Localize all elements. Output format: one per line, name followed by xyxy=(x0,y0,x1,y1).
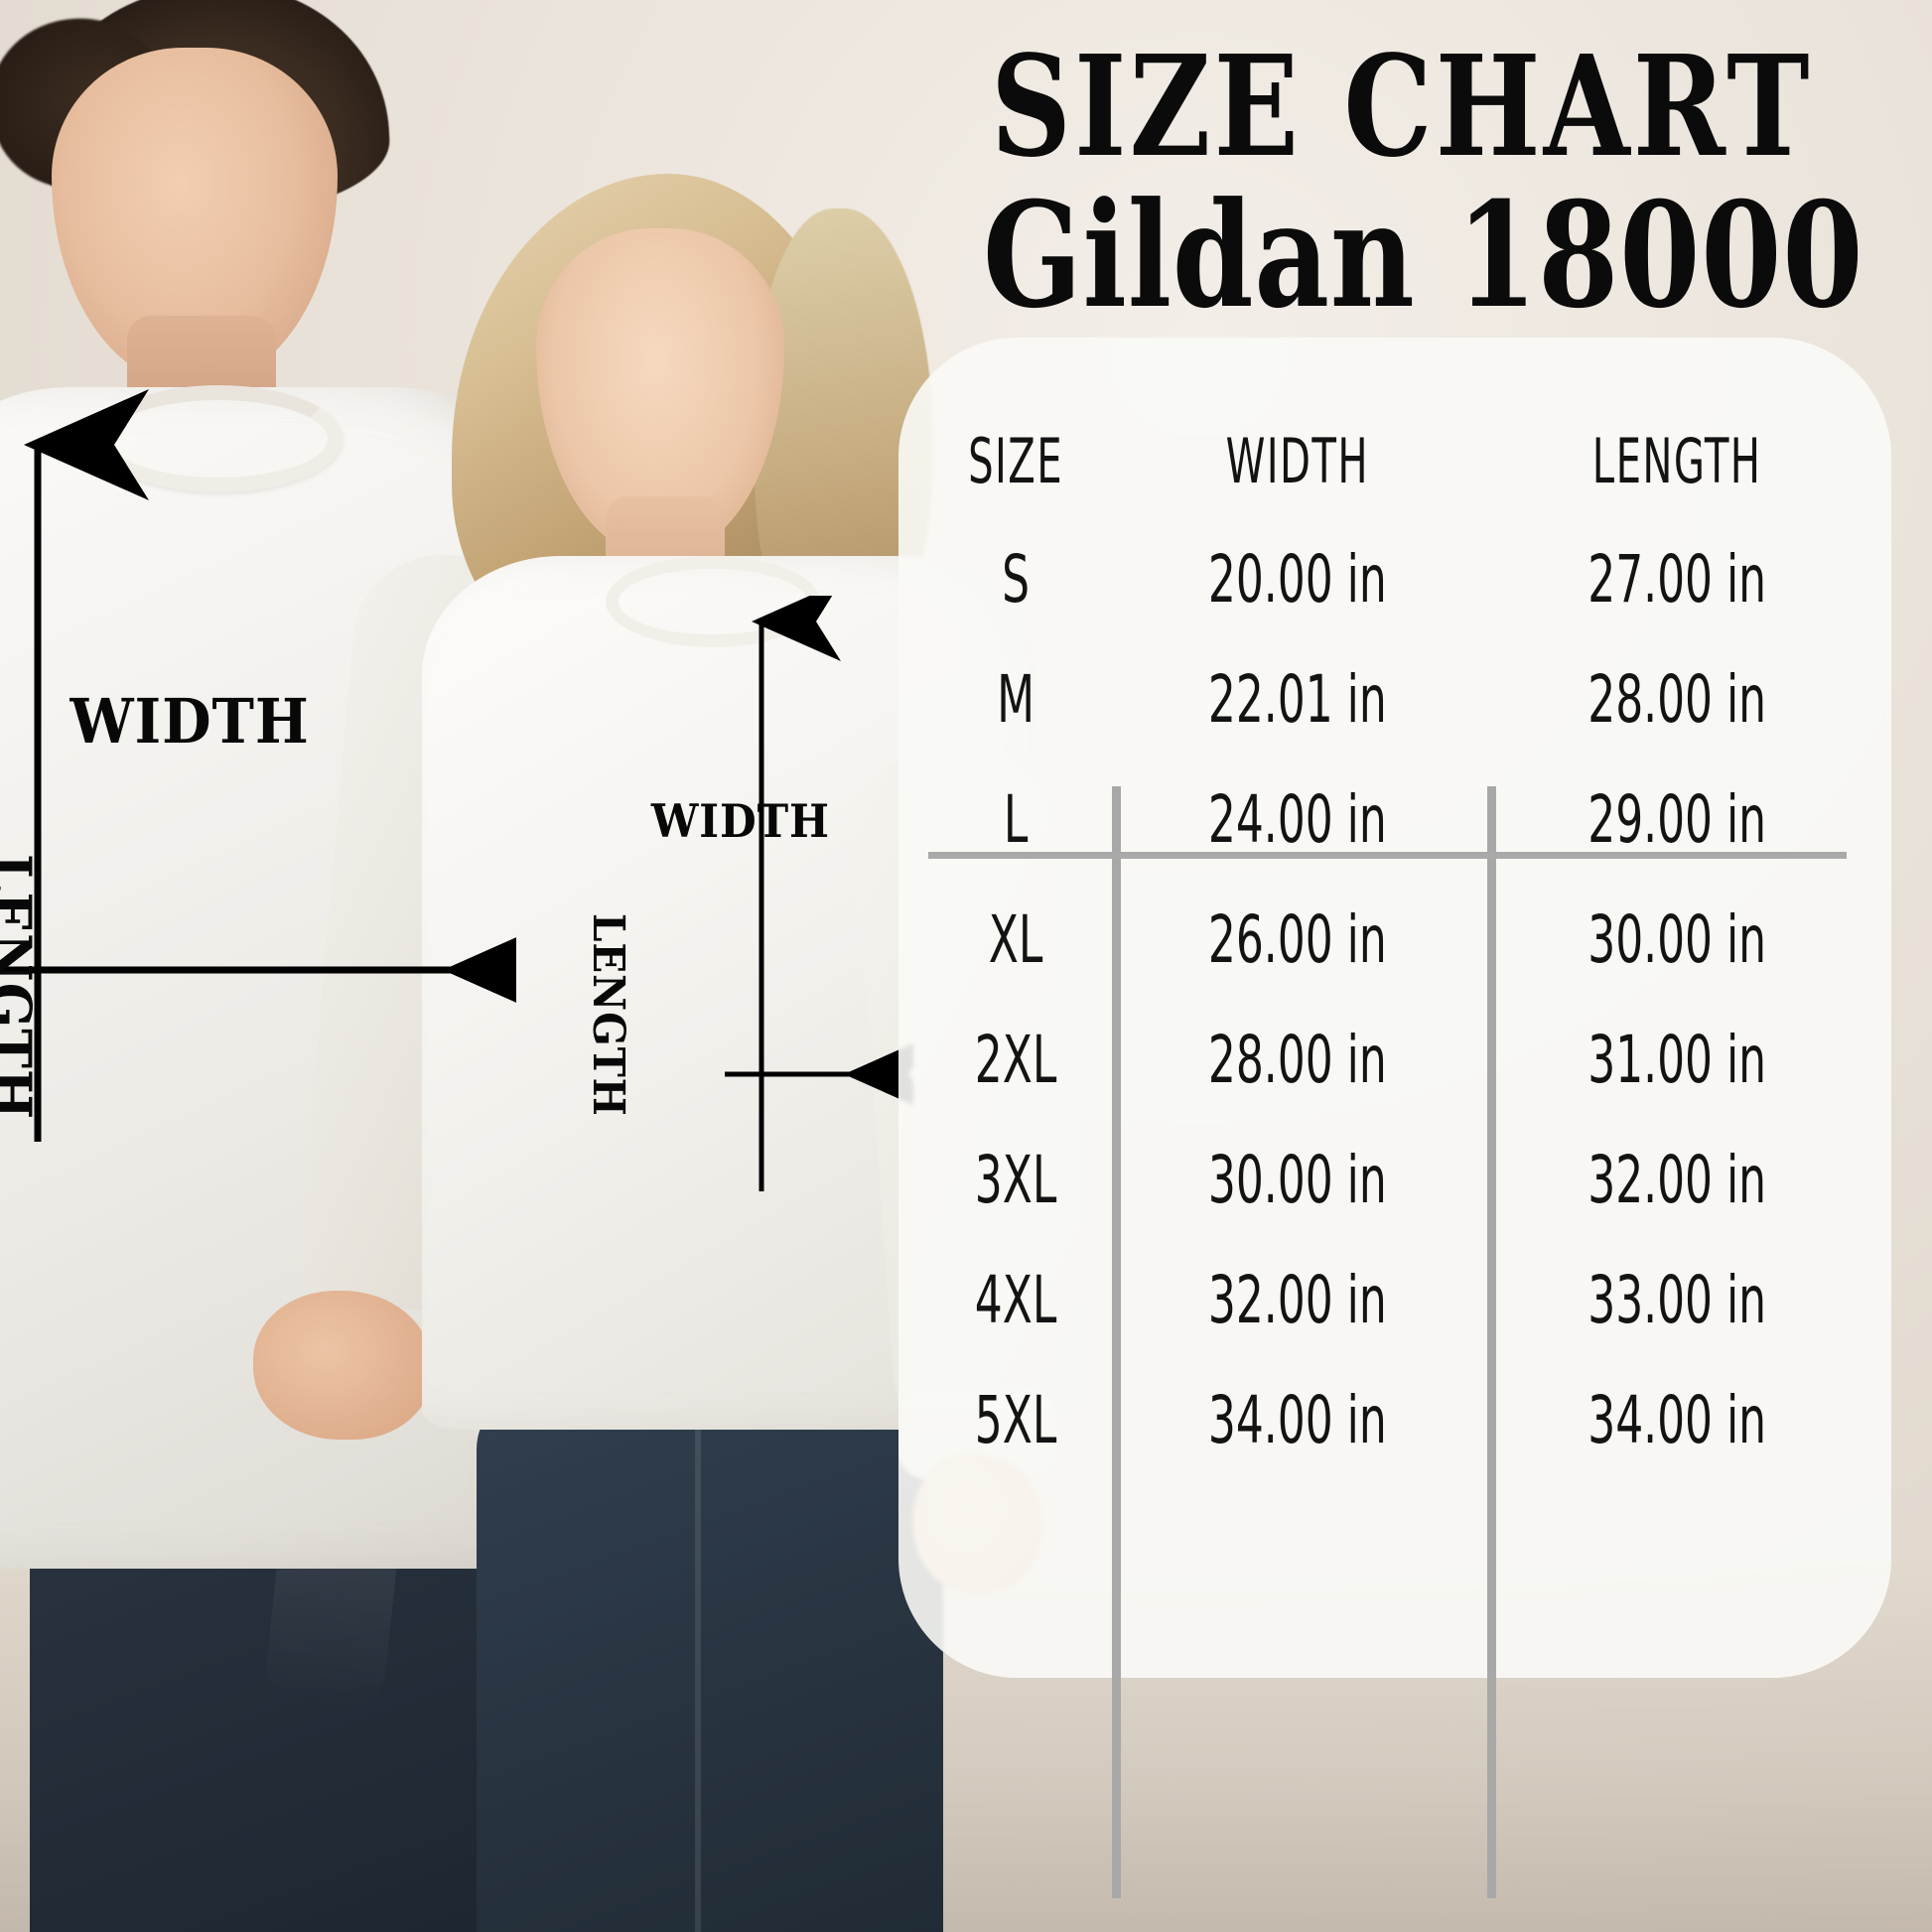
table-row: XL 26.00 in 30.00 in xyxy=(918,880,1871,1000)
size-table-head: SIZE WIDTH LENGTH xyxy=(918,417,1871,519)
measurement-arrows-figure-1 xyxy=(0,389,516,1142)
header-separator-rule xyxy=(928,852,1847,859)
table-row: 3XL 30.00 in 32.00 in xyxy=(918,1120,1871,1240)
cell-size: 4XL xyxy=(974,1262,1057,1338)
cell-size: 3XL xyxy=(974,1142,1057,1218)
table-row: 2XL 28.00 in 31.00 in xyxy=(918,1000,1871,1120)
column-header-size: SIZE xyxy=(968,425,1064,497)
table-row: M 22.01 in 28.00 in xyxy=(918,639,1871,759)
size-chart-table: SIZE WIDTH LENGTH S 20.00 in 27.00 in M 22.0… xyxy=(918,417,1871,1480)
table-row: L 24.00 in 29.00 in xyxy=(918,759,1871,880)
cell-length: 33.00 in xyxy=(1587,1262,1766,1338)
male-hand xyxy=(253,1291,432,1440)
cell-length: 30.00 in xyxy=(1587,901,1766,978)
cell-length: 27.00 in xyxy=(1587,541,1766,618)
page-title: SIZE CHART xyxy=(991,26,1813,189)
female-jeans xyxy=(477,1390,943,1932)
measurement-arrows-figure-2 xyxy=(725,596,913,1191)
cell-size: 5XL xyxy=(974,1382,1057,1458)
table-row: 5XL 34.00 in 34.00 in xyxy=(918,1360,1871,1480)
column-divider-size-width xyxy=(1112,786,1121,1898)
column-header-length: LENGTH xyxy=(1591,425,1762,497)
table-header-row: SIZE WIDTH LENGTH xyxy=(918,417,1871,519)
size-table-body: S 20.00 in 27.00 in M 22.01 in 28.00 in L 24.00… xyxy=(918,519,1871,1480)
cell-size: XL xyxy=(988,901,1043,978)
cell-size: L xyxy=(1003,781,1029,858)
column-header-width: WIDTH xyxy=(1225,425,1370,497)
column-divider-width-length xyxy=(1487,786,1496,1898)
table-row: S 20.00 in 27.00 in xyxy=(918,519,1871,639)
cell-width: 30.00 in xyxy=(1208,1142,1387,1218)
length-label-figure-2: LENGTH xyxy=(583,913,633,1117)
cell-length: 29.00 in xyxy=(1587,781,1766,858)
cell-size: S xyxy=(1002,541,1031,618)
table-row: 4XL 32.00 in 33.00 in xyxy=(918,1240,1871,1360)
cell-width: 26.00 in xyxy=(1208,901,1387,978)
width-label-figure-2: WIDTH xyxy=(650,794,830,848)
cell-width: 24.00 in xyxy=(1208,781,1387,858)
size-table-container: SIZE WIDTH LENGTH S 20.00 in 27.00 in M 22.0… xyxy=(918,338,1871,1898)
female-jeans-seam xyxy=(695,1430,701,1932)
cell-width: 20.00 in xyxy=(1208,541,1387,618)
width-label-figure-1: WIDTH xyxy=(69,685,310,758)
cell-width: 28.00 in xyxy=(1208,1022,1387,1098)
cell-width: 34.00 in xyxy=(1208,1382,1387,1458)
cell-length: 32.00 in xyxy=(1587,1142,1766,1218)
cell-size: 2XL xyxy=(974,1022,1057,1098)
cell-length: 31.00 in xyxy=(1587,1022,1766,1098)
cell-width: 22.01 in xyxy=(1208,661,1387,738)
size-table-card xyxy=(898,338,1891,1678)
length-label-figure-1: LENGTH xyxy=(0,854,44,1121)
product-subtitle: Gildan 18000 xyxy=(983,171,1864,341)
cell-size: M xyxy=(997,661,1035,738)
cell-width: 32.00 in xyxy=(1208,1262,1387,1338)
cell-length: 28.00 in xyxy=(1587,661,1766,738)
cell-length: 34.00 in xyxy=(1587,1382,1766,1458)
